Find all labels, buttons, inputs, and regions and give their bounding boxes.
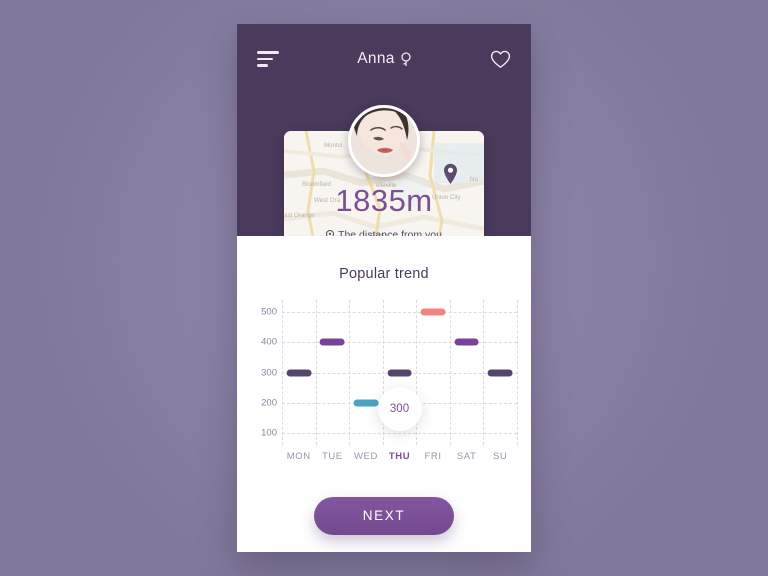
- menu-line-1: [257, 51, 279, 54]
- y-tick-300: 300: [261, 367, 277, 378]
- avatar[interactable]: [348, 105, 420, 177]
- gridline-v-3: [382, 300, 384, 445]
- hamburger-menu-icon[interactable]: [257, 51, 279, 67]
- svg-text:ast Orange: ast Orange: [284, 212, 315, 219]
- bar-su[interactable]: [487, 369, 513, 376]
- bar-value-tooltip: 300: [377, 386, 422, 431]
- female-gender-icon: [400, 51, 412, 67]
- x-tick-thu[interactable]: THU: [388, 451, 411, 462]
- svg-text:West Ora: West Ora: [314, 197, 341, 204]
- bar-sat[interactable]: [454, 338, 480, 346]
- y-tick-500: 500: [261, 306, 277, 318]
- chart-title: Popular trend: [339, 266, 429, 282]
- x-axis-labels: MON TUE WED THU FRI SAT SU: [282, 451, 517, 469]
- svg-text:elleville: elleville: [376, 182, 397, 189]
- popular-trend-chart: 500 400 300 200 100 300: [251, 300, 518, 445]
- phone-screen: Anna: [237, 24, 531, 552]
- x-tick-wed[interactable]: WED: [353, 451, 378, 462]
- distance-value: 1835m: [335, 183, 433, 218]
- y-tick-100: 100: [261, 427, 277, 439]
- heart-outline-icon[interactable]: [490, 50, 511, 69]
- gridline-h-500: [282, 312, 517, 313]
- app-header: Anna: [237, 24, 531, 263]
- bar-mon[interactable]: [286, 369, 312, 376]
- next-button[interactable]: NEXT: [314, 497, 454, 535]
- menu-line-3: [257, 64, 268, 67]
- gridline-h-100: [282, 433, 517, 434]
- bar-wed[interactable]: [353, 399, 379, 407]
- x-tick-su[interactable]: SU: [493, 451, 508, 462]
- x-tick-tue[interactable]: TUE: [321, 451, 343, 462]
- profile-title-group: Anna: [357, 50, 411, 68]
- gridline-v-2: [349, 300, 351, 445]
- footer-actions: NEXT: [237, 497, 531, 535]
- gridline-v-7: [517, 300, 518, 445]
- gridline-v-5: [449, 300, 451, 445]
- y-axis-labels: 500 400 300 200 100: [251, 300, 281, 445]
- svg-text:Union City: Union City: [432, 194, 461, 201]
- y-tick-400: 400: [261, 336, 277, 348]
- gridline-v-0: [282, 300, 283, 445]
- x-tick-mon[interactable]: MON: [286, 451, 311, 462]
- svg-text:Montcl: Montcl: [324, 142, 342, 149]
- gridline-v-4: [416, 300, 418, 445]
- bar-tue[interactable]: [319, 338, 345, 346]
- svg-text:No: No: [470, 176, 478, 183]
- menu-line-2: [257, 57, 273, 61]
- bar-fri[interactable]: [420, 308, 446, 316]
- gridline-v-1: [315, 300, 317, 445]
- page-title: Anna: [357, 50, 395, 67]
- y-tick-200: 200: [261, 397, 277, 409]
- gridline-h-400: [282, 342, 517, 344]
- svg-text:Bloomfield: Bloomfield: [302, 181, 331, 188]
- chart-plot-area: 300: [282, 300, 518, 445]
- trend-panel: Popular trend 500 400 300 200 100 300 MON TUE…: [237, 236, 531, 552]
- x-tick-sat[interactable]: SAT: [456, 451, 477, 462]
- map-pin-icon: [443, 163, 458, 190]
- gridline-v-6: [483, 300, 485, 445]
- x-tick-fri[interactable]: FRI: [424, 451, 442, 462]
- bar-thu[interactable]: [387, 369, 412, 376]
- top-bar: Anna: [237, 24, 531, 94]
